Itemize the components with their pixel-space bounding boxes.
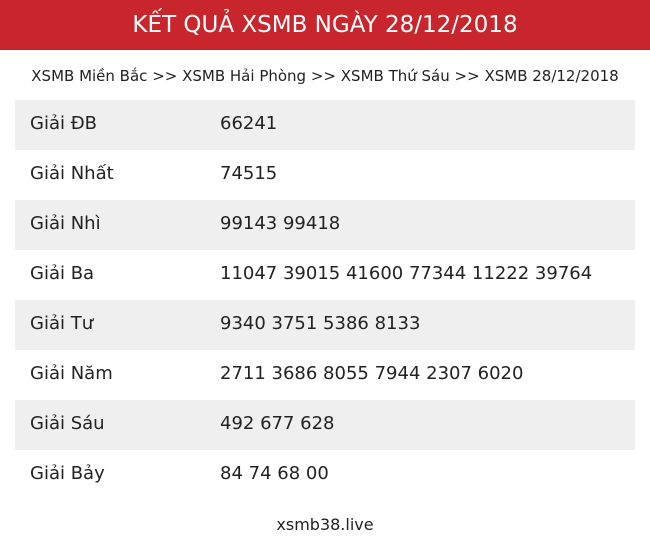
- breadcrumb-separator: >>: [310, 67, 336, 85]
- prize-numbers: 492 677 628: [220, 413, 335, 434]
- breadcrumb-link[interactable]: XSMB 28/12/2018: [484, 67, 619, 85]
- results-table: Giải ĐB 66241 Giải Nhất 74515 Giải Nhì 99143 …: [15, 100, 635, 500]
- prize-label: Giải Sáu: [30, 413, 105, 434]
- breadcrumb-link[interactable]: XSMB Hải Phòng: [182, 67, 307, 85]
- result-row: Giải Sáu 492 677 628: [15, 400, 635, 450]
- result-row: Giải Năm 2711 3686 8055 7944 2307 6020: [15, 350, 635, 400]
- prize-label: Giải Tư: [30, 313, 94, 334]
- prize-numbers: 84 74 68 00: [220, 463, 329, 484]
- prize-numbers: 66241: [220, 113, 278, 134]
- breadcrumb-separator: >>: [152, 67, 178, 85]
- result-row: Giải Tư 9340 3751 5386 8133: [15, 300, 635, 350]
- breadcrumb-separator: >>: [454, 67, 480, 85]
- prize-numbers: 99143 99418: [220, 213, 341, 234]
- prize-numbers: 11047 39015 41600 77344 11222 39764: [220, 263, 593, 284]
- result-row: Giải Bảy 84 74 68 00: [15, 450, 635, 500]
- prize-label: Giải Nhất: [30, 163, 114, 184]
- prize-numbers: 2711 3686 8055 7944 2307 6020: [220, 363, 524, 384]
- prize-numbers: 74515: [220, 163, 278, 184]
- breadcrumb: XSMB Miền Bắc >> XSMB Hải Phòng >> XSMB …: [0, 50, 650, 100]
- breadcrumb-link[interactable]: XSMB Miền Bắc: [31, 67, 148, 85]
- result-row: Giải Ba 11047 39015 41600 77344 11222 397…: [15, 250, 635, 300]
- breadcrumb-link[interactable]: XSMB Thứ Sáu: [340, 67, 450, 85]
- prize-label: Giải ĐB: [30, 113, 97, 134]
- footer-site: xsmb38.live: [276, 515, 374, 534]
- prize-label: Giải Ba: [30, 263, 95, 284]
- result-row: Giải ĐB 66241: [15, 100, 635, 150]
- prize-numbers: 9340 3751 5386 8133: [220, 313, 421, 334]
- prize-label: Giải Nhì: [30, 213, 101, 234]
- result-row: Giải Nhì 99143 99418: [15, 200, 635, 250]
- result-row: Giải Nhất 74515: [15, 150, 635, 200]
- prize-label: Giải Bảy: [30, 463, 105, 484]
- prize-label: Giải Năm: [30, 363, 113, 384]
- header-title: KẾT QUẢ XSMB NGÀY 28/12/2018: [0, 0, 650, 50]
